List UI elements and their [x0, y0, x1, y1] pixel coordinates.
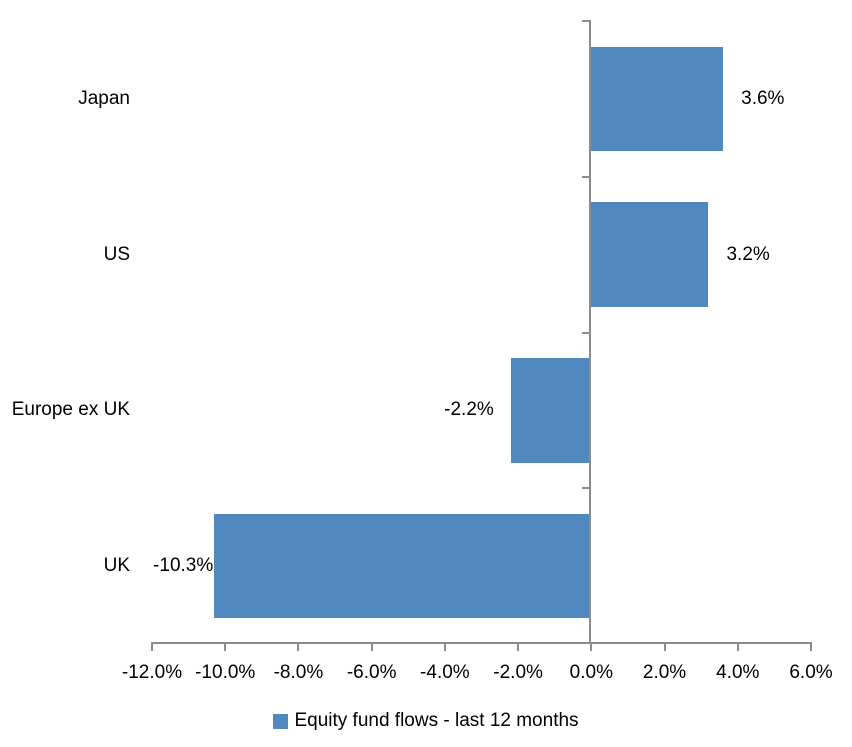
legend-swatch-icon [273, 713, 289, 729]
x-axis-line [152, 642, 811, 644]
x-axis-tick [810, 642, 812, 651]
x-axis-tick [590, 642, 593, 651]
bar-uk [214, 513, 592, 619]
bar-europe-ex-uk [510, 358, 592, 463]
x-axis-tick [370, 642, 373, 651]
value-label: -2.2% [444, 399, 494, 421]
x-axis-tick-label: -4.0% [420, 662, 470, 683]
value-label: 3.2% [726, 243, 770, 265]
x-axis-tick-label: -6.0% [346, 662, 397, 683]
category-label: UK [103, 555, 130, 576]
x-axis-tick [663, 642, 666, 651]
x-axis-tick-label: -2.0% [493, 662, 543, 683]
x-axis-tick [443, 642, 446, 651]
y-axis-line [589, 20, 592, 644]
x-axis-tick-label: -8.0% [273, 662, 324, 683]
x-axis-tick [224, 642, 227, 651]
y-axis-tick [582, 175, 590, 178]
bar-japan [591, 46, 724, 151]
x-axis-tick [736, 642, 739, 651]
x-axis-tick-label: 6.0% [789, 662, 833, 683]
y-axis-tick [582, 331, 590, 334]
category-label: US [103, 243, 130, 265]
category-label: Europe ex UK [11, 399, 130, 421]
bar-us [591, 202, 709, 307]
x-axis-tick-label: -10.0% [195, 662, 256, 683]
value-label: 3.6% [741, 87, 785, 109]
x-axis-tick-label: 2.0% [642, 662, 687, 683]
y-axis-tick [582, 20, 590, 22]
x-axis-tick-label: -12.0% [121, 662, 183, 683]
x-axis-tick-label: 4.0% [716, 662, 760, 683]
x-axis-tick [151, 642, 153, 651]
x-axis-tick [297, 642, 300, 651]
value-label: -10.3% [153, 555, 214, 576]
y-axis-tick [582, 487, 590, 490]
x-axis-tick [517, 642, 520, 651]
category-label: Japan [78, 87, 130, 109]
x-axis-tick-label: 0.0% [569, 662, 613, 683]
legend-label: Equity fund flows - last 12 months [294, 710, 579, 731]
legend: Equity fund flows - last 12 months [0, 706, 852, 736]
